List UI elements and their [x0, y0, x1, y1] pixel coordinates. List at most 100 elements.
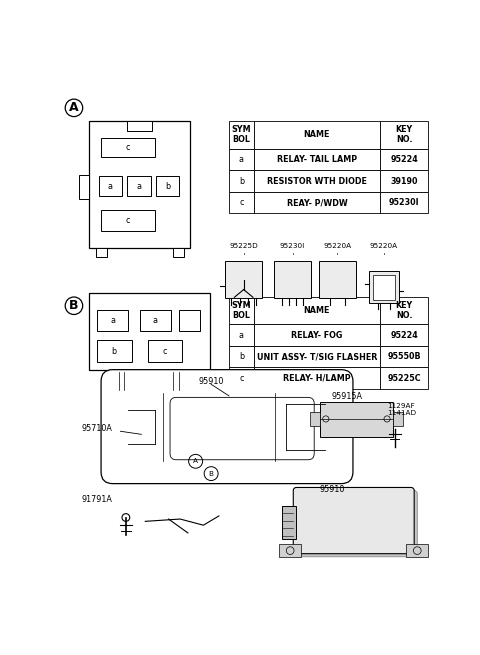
Text: a: a [153, 316, 158, 325]
Bar [380, 346, 428, 367]
Text: REAY- P/WDW: REAY- P/WDW [287, 198, 348, 207]
Bar [229, 297, 254, 324]
Bar [254, 324, 380, 346]
Bar [373, 275, 395, 299]
Bar [274, 261, 311, 298]
Text: SYM
BOL: SYM BOL [231, 126, 251, 144]
Text: a: a [239, 331, 244, 339]
Circle shape [122, 514, 130, 521]
Bar [407, 544, 428, 557]
Bar [319, 261, 356, 298]
Bar [229, 192, 254, 214]
Text: 95220A: 95220A [370, 244, 398, 250]
Bar [380, 192, 428, 214]
Bar [96, 248, 107, 257]
Bar [99, 176, 122, 196]
Bar [229, 170, 254, 192]
Bar [229, 346, 254, 367]
Bar [320, 402, 393, 437]
Bar [101, 138, 156, 157]
Text: RELAY- H/LAMP: RELAY- H/LAMP [283, 373, 351, 383]
Text: a: a [136, 181, 142, 191]
Bar [89, 121, 190, 248]
Text: 1129AF
1141AD: 1129AF 1141AD [387, 403, 416, 416]
Bar [254, 297, 380, 324]
Text: c: c [162, 346, 167, 356]
Text: NAME: NAME [304, 130, 330, 140]
Text: b: b [165, 181, 170, 191]
Text: 95230I: 95230I [280, 244, 305, 250]
Bar [254, 367, 380, 389]
Bar [147, 341, 182, 362]
Bar [156, 176, 180, 196]
Text: 95910: 95910 [320, 485, 345, 493]
Text: NAME: NAME [304, 306, 330, 315]
Bar [127, 121, 152, 131]
Bar [229, 324, 254, 346]
Bar [369, 271, 399, 303]
Bar [380, 324, 428, 346]
FancyBboxPatch shape [101, 369, 353, 483]
Bar [168, 369, 184, 393]
Text: 39190: 39190 [390, 176, 418, 185]
Bar [229, 367, 254, 389]
Text: 95550B: 95550B [387, 352, 421, 361]
Bar [380, 297, 428, 324]
Bar [380, 149, 428, 170]
Bar [140, 310, 171, 331]
Bar [380, 170, 428, 192]
Bar [254, 121, 380, 149]
Text: b: b [239, 176, 244, 185]
Bar [173, 248, 184, 257]
Text: B: B [209, 470, 214, 477]
Bar [393, 413, 403, 426]
FancyBboxPatch shape [296, 491, 417, 557]
Bar [254, 170, 380, 192]
FancyBboxPatch shape [170, 398, 314, 460]
Text: SYM
BOL: SYM BOL [231, 301, 251, 320]
Text: A: A [69, 102, 79, 115]
Text: 95910: 95910 [198, 377, 224, 386]
Text: B: B [69, 299, 79, 312]
Bar [101, 210, 156, 231]
Text: KEY
NO.: KEY NO. [396, 126, 413, 144]
Text: a: a [239, 155, 244, 164]
Bar [254, 149, 380, 170]
Bar [79, 175, 89, 200]
Bar [97, 341, 132, 362]
Text: 91791A: 91791A [82, 495, 113, 504]
Bar [127, 176, 151, 196]
Bar [279, 544, 301, 557]
Text: b: b [112, 346, 117, 356]
Text: RELAY- FOG: RELAY- FOG [291, 331, 343, 339]
Text: A: A [193, 458, 198, 464]
Text: 95225D: 95225D [229, 244, 258, 250]
Bar [114, 369, 130, 393]
Bar [380, 367, 428, 389]
Text: 95220A: 95220A [324, 244, 351, 250]
Text: c: c [126, 215, 131, 225]
Bar [89, 293, 210, 369]
Text: 95224: 95224 [390, 155, 418, 164]
Text: 95230I: 95230I [389, 198, 420, 207]
FancyBboxPatch shape [293, 487, 414, 553]
Bar [254, 346, 380, 367]
Bar [97, 310, 128, 331]
Text: 95915A: 95915A [331, 392, 362, 401]
Text: KEY
NO.: KEY NO. [396, 301, 413, 320]
Text: c: c [126, 143, 131, 152]
Bar [229, 149, 254, 170]
Bar [311, 413, 320, 426]
Text: RELAY- TAIL LAMP: RELAY- TAIL LAMP [277, 155, 357, 164]
Bar [229, 121, 254, 149]
Bar [225, 261, 262, 298]
Bar [282, 506, 296, 538]
Text: b: b [239, 352, 244, 361]
Text: RESISTOR WTH DIODE: RESISTOR WTH DIODE [267, 176, 367, 185]
Text: c: c [239, 373, 243, 383]
Text: a: a [108, 181, 113, 191]
Text: a: a [110, 316, 115, 325]
Text: 95224: 95224 [390, 331, 418, 339]
Text: 95710A: 95710A [82, 424, 113, 434]
Bar [179, 310, 200, 331]
